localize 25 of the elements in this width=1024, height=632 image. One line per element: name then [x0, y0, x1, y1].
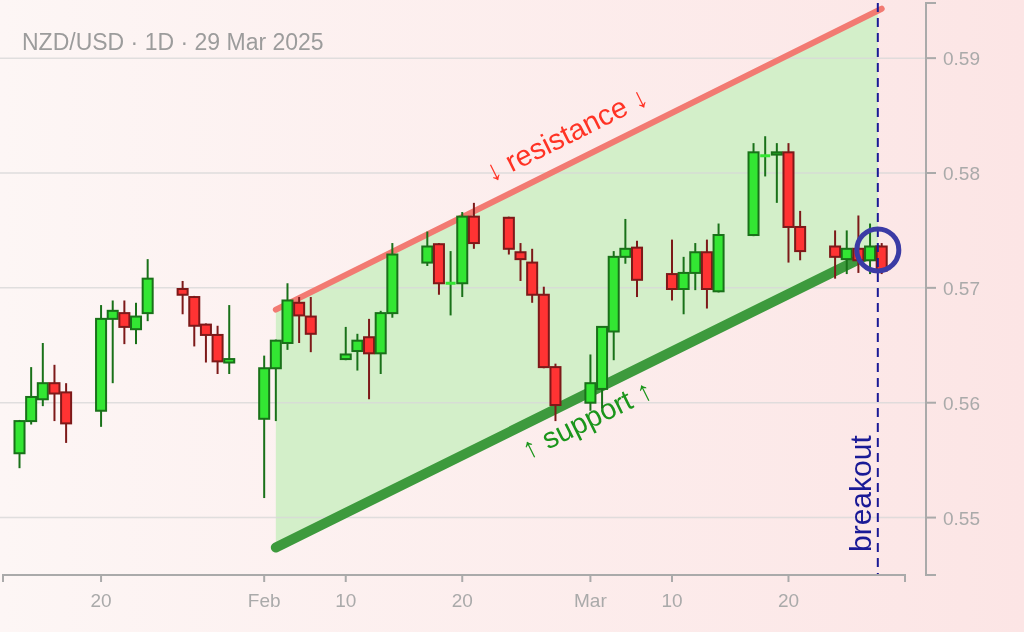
candlestick	[421, 230, 434, 268]
ref-line-label: breakout	[843, 434, 877, 552]
x-tick-label: 20	[451, 590, 473, 611]
y-tick-label: 0.56	[943, 392, 980, 414]
candlestick	[293, 296, 306, 344]
candlestick	[363, 317, 376, 401]
candlestick	[130, 301, 143, 346]
candlestick	[864, 222, 877, 276]
x-tick-label: 20	[90, 590, 112, 611]
candlestick	[118, 299, 131, 346]
x-tick-label: Feb	[247, 590, 281, 611]
x-tick-label: Mar	[574, 590, 608, 611]
candlestick	[223, 304, 236, 375]
x-tick-label: 20	[777, 590, 800, 611]
y-tick-label: 0.59	[943, 48, 980, 70]
text: NZD/USD · 1D · 29 Mar 2025	[22, 29, 324, 55]
y-tick-label: 0.55	[943, 507, 980, 529]
x-tick-label: 10	[335, 590, 357, 611]
candlestick	[304, 296, 317, 354]
candlestick	[840, 229, 853, 276]
candlestick	[665, 238, 678, 302]
candlestick	[829, 229, 842, 280]
y-tick-label: 0.57	[943, 277, 980, 299]
y-tick-label: 0.58	[943, 162, 980, 184]
x-tick-label: 10	[661, 590, 683, 611]
